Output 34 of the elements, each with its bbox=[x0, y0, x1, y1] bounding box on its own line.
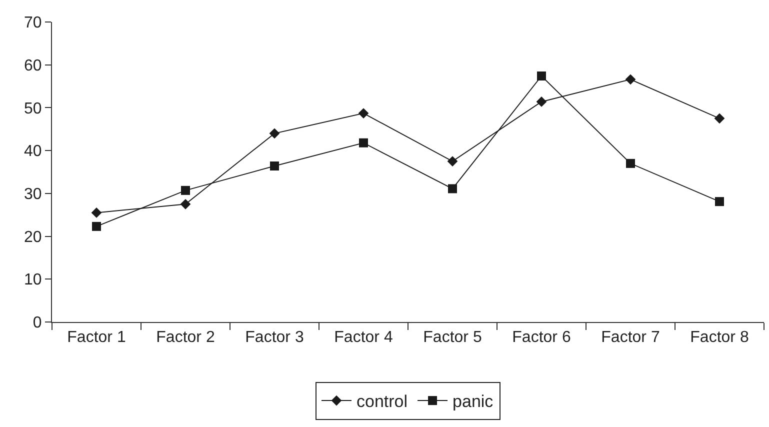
x-tick-label: Factor 6 bbox=[512, 329, 571, 346]
point bbox=[91, 208, 102, 218]
point bbox=[537, 72, 546, 80]
point bbox=[536, 96, 547, 107]
point bbox=[625, 74, 636, 85]
x-tick-label: Factor 7 bbox=[601, 329, 660, 346]
legend-label: control bbox=[356, 392, 408, 412]
y-tick-label: 50 bbox=[24, 100, 42, 118]
y-tick-label: 20 bbox=[24, 228, 42, 246]
point bbox=[447, 156, 458, 166]
point bbox=[626, 158, 635, 168]
point bbox=[358, 108, 369, 118]
x-tick-label: Factor 4 bbox=[334, 329, 393, 346]
x-tick-label: Factor 8 bbox=[690, 329, 749, 346]
legend-label: panic bbox=[452, 392, 494, 412]
y-tick-label: 70 bbox=[24, 14, 42, 32]
x-tick-label: Factor 1 bbox=[67, 329, 126, 346]
point bbox=[359, 138, 368, 148]
point bbox=[270, 162, 279, 170]
point bbox=[715, 197, 724, 206]
point bbox=[269, 128, 280, 139]
point bbox=[714, 113, 725, 124]
x-tick-label: Factor 3 bbox=[245, 329, 304, 346]
point bbox=[448, 184, 457, 194]
y-tick-label: 60 bbox=[24, 57, 42, 74]
point bbox=[92, 222, 101, 231]
y-tick-label: 10 bbox=[24, 272, 42, 289]
point bbox=[180, 198, 191, 210]
point bbox=[181, 186, 190, 195]
y-tick-label: 30 bbox=[24, 186, 42, 204]
y-tick-label: 0 bbox=[32, 314, 42, 332]
x-tick-label: Factor 5 bbox=[423, 329, 482, 346]
y-tick-label: 40 bbox=[24, 143, 42, 160]
x-tick-label: Factor 2 bbox=[156, 329, 215, 346]
